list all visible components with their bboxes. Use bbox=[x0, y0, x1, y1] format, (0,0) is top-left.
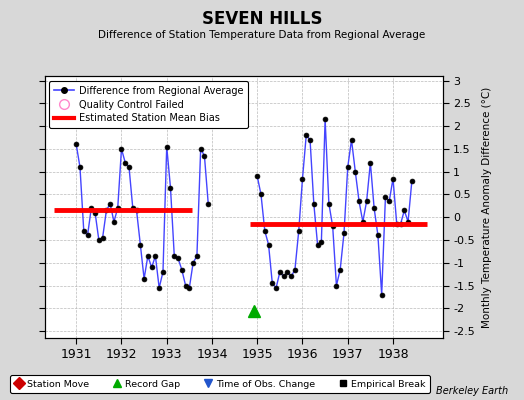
Text: Difference of Station Temperature Data from Regional Average: Difference of Station Temperature Data f… bbox=[99, 30, 425, 40]
Text: SEVEN HILLS: SEVEN HILLS bbox=[202, 10, 322, 28]
Text: Berkeley Earth: Berkeley Earth bbox=[436, 386, 508, 396]
Legend: Station Move, Record Gap, Time of Obs. Change, Empirical Break: Station Move, Record Gap, Time of Obs. C… bbox=[10, 375, 430, 393]
Y-axis label: Monthly Temperature Anomaly Difference (°C): Monthly Temperature Anomaly Difference (… bbox=[482, 86, 492, 328]
Legend: Difference from Regional Average, Quality Control Failed, Estimated Station Mean: Difference from Regional Average, Qualit… bbox=[49, 81, 248, 128]
